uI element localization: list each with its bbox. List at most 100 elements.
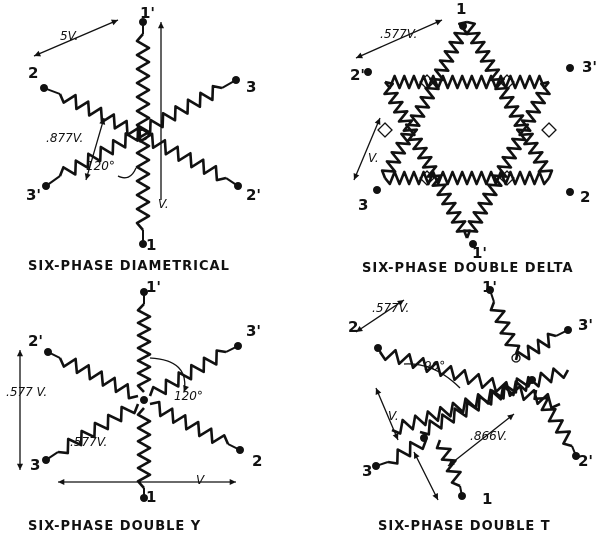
arrow-head	[356, 52, 363, 59]
arrow-head	[58, 478, 65, 486]
diametrical-diagram: 1' 2 3 3' 2' 1 5V. .877V. 120° V. SIX-PH…	[26, 4, 261, 274]
arrow-head	[507, 414, 514, 421]
arrow-head	[397, 300, 404, 307]
terminal-label-3prime: 3'	[246, 322, 261, 340]
winding-coil	[148, 349, 227, 397]
arrow-head	[99, 118, 106, 125]
delta-winding-a	[465, 20, 554, 179]
terminal-label-3: 3	[358, 196, 368, 214]
winding-coil	[149, 400, 230, 445]
caption-double-y: SIX-PHASE DOUBLE Y	[28, 519, 201, 534]
arrow-head	[448, 459, 455, 466]
terminal-dot	[139, 18, 147, 26]
terminal-dot	[236, 446, 244, 454]
voltage-label-v: V.	[158, 197, 169, 211]
terminal-dot	[42, 182, 50, 190]
arrow-head	[157, 22, 165, 29]
terminal-dot	[40, 84, 48, 92]
winding-coil	[136, 407, 152, 489]
terminal-dot	[469, 240, 477, 248]
terminal-dot	[566, 188, 574, 196]
angle-arc-90	[403, 363, 461, 389]
terminal-dot	[564, 326, 572, 334]
dimension-arrow	[355, 19, 443, 59]
terminal-label-2prime: 2'	[246, 186, 261, 204]
arrow-head	[84, 173, 91, 180]
terminal-label-3: 3	[30, 456, 40, 474]
terminal-label-3prime: 3'	[582, 58, 597, 76]
terminal-dot	[374, 344, 382, 352]
terminal-dot	[372, 462, 380, 470]
caption-double-delta: SIX-PHASE DOUBLE DELTA	[362, 261, 574, 276]
terminal-label-1prime: 1'	[140, 4, 155, 22]
terminal-dot	[140, 396, 148, 404]
winding-coil	[58, 84, 223, 177]
delta-winding-a	[383, 170, 551, 186]
winding-coil	[435, 439, 462, 488]
junction-diamond	[499, 170, 515, 186]
terminal-dot	[139, 240, 147, 248]
terminal-label-1prime: 1'	[482, 278, 497, 296]
junction-diamond	[419, 170, 435, 186]
terminal-dot	[420, 434, 428, 442]
voltage-label-577v: .577V.	[372, 301, 409, 315]
neutral-ring	[137, 129, 149, 141]
dimension-arrow	[85, 117, 105, 181]
delta-winding-b	[383, 80, 472, 239]
dimension-arrow	[447, 413, 515, 467]
terminal-dot	[528, 376, 536, 384]
arrow-head	[16, 463, 24, 470]
terminal-label-2prime: 2'	[28, 332, 43, 350]
winding-coil	[514, 332, 557, 361]
caption-diametrical: SIX-PHASE DIAMETRICAL	[28, 259, 230, 274]
terminal-dot	[232, 76, 240, 84]
double-delta-diagram: 1 2' 3' 3 2 1' .577V. V. SIX-PHASE DOUBL…	[350, 0, 597, 276]
arrow-head	[356, 325, 363, 332]
winding-coil	[387, 439, 428, 465]
terminal-label-2: 2	[580, 188, 590, 206]
arrow-head	[392, 433, 399, 440]
arrow-head	[183, 385, 189, 392]
angle-label-120: 120°	[174, 389, 203, 403]
voltage-label-866v: .866V.	[470, 429, 507, 443]
junction-diamond	[541, 122, 557, 138]
winding-strokes	[16, 18, 580, 502]
junction-diamond	[377, 122, 393, 138]
dimension-arrow	[375, 387, 399, 441]
winding-coil	[533, 389, 573, 448]
terminal-dot	[42, 456, 50, 464]
double-t-winding	[378, 348, 561, 410]
junction-ring	[511, 353, 521, 363]
terminal-label-3: 3	[246, 78, 256, 96]
winding-coil	[58, 357, 139, 400]
arrow-head	[414, 452, 420, 459]
terminal-label-1prime: 1'	[472, 244, 487, 262]
arrow-head	[34, 50, 41, 57]
junction-diamond	[499, 74, 515, 90]
terminal-label-1: 1	[482, 490, 492, 508]
terminal-dot	[373, 186, 381, 194]
terminal-dot	[486, 286, 494, 294]
terminal-dot	[459, 22, 467, 30]
terminal-label-1: 1	[146, 488, 156, 506]
dimension-arrow	[353, 117, 381, 181]
terminal-label-3prime: 3'	[578, 316, 593, 334]
voltage-label-v: V.	[388, 409, 399, 423]
arrow-head	[353, 173, 360, 180]
delta-winding-b	[383, 74, 551, 90]
arrow-head	[229, 478, 236, 486]
terminal-dot	[364, 68, 372, 76]
winding-coil	[57, 403, 140, 455]
caption-double-t: SIX-PHASE DOUBLE T	[378, 519, 551, 534]
terminal-label-2prime: 2'	[350, 66, 365, 84]
terminal-dot	[44, 348, 52, 356]
dimension-arrow	[355, 299, 405, 333]
terminal-dot	[234, 342, 242, 350]
terminal-label-1: 1	[456, 0, 466, 18]
angle-arc-120	[117, 167, 137, 179]
double-t-winding	[419, 377, 534, 436]
delta-winding-a	[380, 20, 469, 179]
arrow-head	[16, 350, 24, 357]
voltage-label-v: V	[196, 473, 205, 487]
